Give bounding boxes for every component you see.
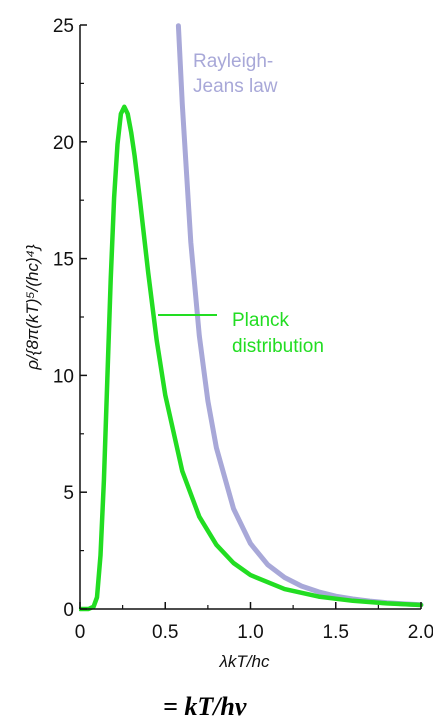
planck-label-line-1: Planck — [232, 310, 290, 331]
y-tick-label: 25 — [53, 16, 74, 37]
text-layer: 0 0.5 1.0 1.5 2.0 0 5 10 15 20 25 λkT/hc ρ/{8π(kT)⁵/… — [23, 16, 433, 721]
rayleigh-jeans-label-line-2: Jeans law — [193, 76, 278, 97]
x-tick-label: 2.0 — [408, 622, 433, 643]
rayleigh-jeans-label-line-1: Rayleigh- — [193, 51, 273, 72]
x-tick-label: 0.5 — [152, 622, 178, 643]
x-tick-label: 0 — [75, 622, 86, 643]
planck-label-line-2: distribution — [232, 336, 324, 357]
y-tick-label: 5 — [63, 483, 74, 504]
y-tick-label: 20 — [53, 133, 74, 154]
y-axis-label: ρ/{8π(kT)⁵/(hc)⁴} — [23, 244, 42, 371]
axes-layer — [79, 24, 422, 610]
y-tick-label: 15 — [53, 250, 74, 271]
series-line-planck-distribution — [79, 104, 424, 612]
x-axis-label: λkT/hc — [219, 652, 270, 671]
y-tick-label: 0 — [63, 600, 74, 621]
caption-text: = kT/hν — [163, 692, 247, 721]
x-tick-label: 1.5 — [323, 622, 349, 643]
x-tick-label: 1.0 — [237, 622, 263, 643]
series-layer — [79, 23, 424, 612]
y-tick-label: 10 — [53, 366, 74, 387]
